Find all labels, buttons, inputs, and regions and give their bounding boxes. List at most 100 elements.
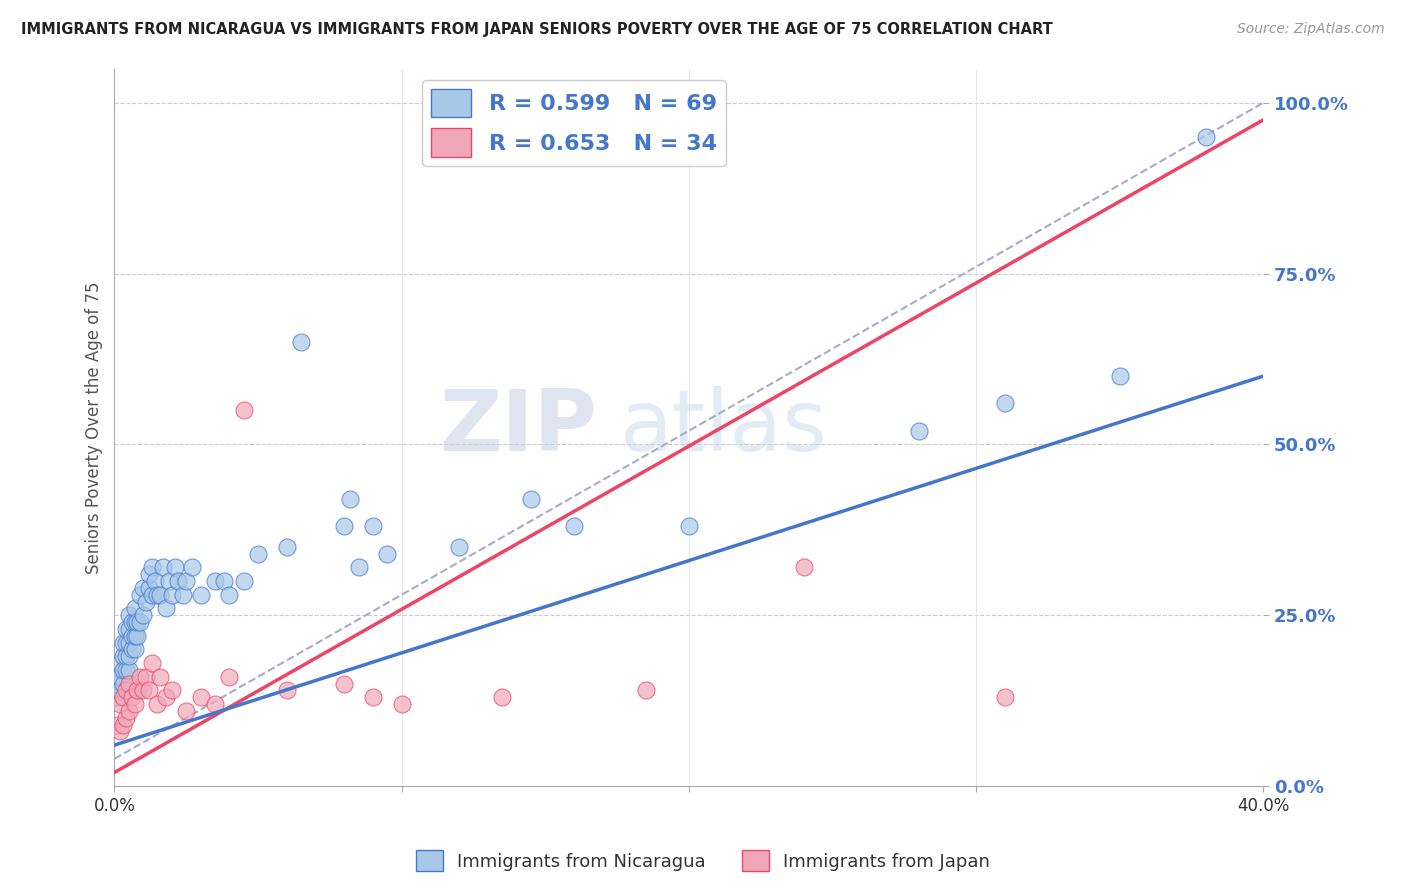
Point [112, 649, 135, 664]
Point [115, 635, 138, 649]
Text: ZIP: ZIP [439, 386, 598, 469]
Point [678, 519, 700, 533]
Point [105, 717, 128, 731]
Point [994, 690, 1017, 705]
Point [121, 629, 143, 643]
Point [491, 690, 513, 705]
Point [135, 594, 157, 608]
Point [115, 711, 138, 725]
Point [141, 588, 163, 602]
Point [108, 656, 131, 670]
Point [634, 683, 657, 698]
Point [333, 676, 356, 690]
Point [276, 683, 298, 698]
Point [276, 540, 298, 554]
Point [204, 574, 226, 588]
Point [108, 670, 131, 684]
Point [112, 663, 135, 677]
Legend: R = 0.599   N = 69, R = 0.653   N = 34: R = 0.599 N = 69, R = 0.653 N = 34 [422, 79, 725, 166]
Point [105, 676, 128, 690]
Point [118, 649, 141, 664]
Point [1108, 369, 1130, 384]
Point [172, 588, 194, 602]
Point [115, 649, 138, 664]
Point [361, 519, 384, 533]
Point [562, 519, 585, 533]
Point [181, 560, 204, 574]
Point [127, 629, 149, 643]
Point [129, 670, 152, 684]
Point [160, 588, 183, 602]
Point [160, 683, 183, 698]
Point [375, 547, 398, 561]
Point [112, 717, 135, 731]
Point [232, 403, 254, 417]
Point [127, 615, 149, 629]
Point [129, 615, 152, 629]
Point [520, 492, 543, 507]
Point [339, 492, 361, 507]
Point [204, 697, 226, 711]
Point [124, 601, 146, 615]
Point [118, 635, 141, 649]
Point [124, 697, 146, 711]
Text: IMMIGRANTS FROM NICARAGUA VS IMMIGRANTS FROM JAPAN SENIORS POVERTY OVER THE AGE : IMMIGRANTS FROM NICARAGUA VS IMMIGRANTS … [21, 22, 1053, 37]
Point [118, 704, 141, 718]
Point [121, 642, 143, 657]
Point [141, 656, 163, 670]
Point [132, 608, 155, 623]
Point [138, 683, 160, 698]
Text: Source: ZipAtlas.com: Source: ZipAtlas.com [1237, 22, 1385, 37]
Point [212, 574, 235, 588]
Point [132, 683, 155, 698]
Point [1195, 129, 1218, 144]
Point [347, 560, 370, 574]
Point [115, 683, 138, 698]
Point [994, 396, 1017, 410]
Point [232, 574, 254, 588]
Point [118, 622, 141, 636]
Point [333, 519, 356, 533]
Point [105, 690, 128, 705]
Legend: Immigrants from Nicaragua, Immigrants from Japan: Immigrants from Nicaragua, Immigrants fr… [409, 843, 997, 879]
Y-axis label: Seniors Poverty Over the Age of 75: Seniors Poverty Over the Age of 75 [86, 281, 103, 574]
Point [138, 567, 160, 582]
Point [290, 334, 312, 349]
Point [112, 676, 135, 690]
Point [218, 670, 240, 684]
Point [146, 588, 169, 602]
Point [132, 581, 155, 595]
Point [157, 574, 180, 588]
Point [190, 588, 212, 602]
Point [121, 615, 143, 629]
Point [112, 690, 135, 705]
Point [155, 601, 177, 615]
Point [247, 547, 270, 561]
Point [174, 704, 197, 718]
Point [174, 574, 197, 588]
Point [190, 690, 212, 705]
Point [112, 635, 135, 649]
Point [143, 574, 166, 588]
Point [218, 588, 240, 602]
Point [166, 574, 188, 588]
Point [108, 724, 131, 739]
Point [118, 608, 141, 623]
Point [124, 642, 146, 657]
Point [449, 540, 471, 554]
Point [108, 683, 131, 698]
Point [129, 588, 152, 602]
Point [793, 560, 815, 574]
Point [124, 615, 146, 629]
Point [163, 560, 186, 574]
Point [124, 629, 146, 643]
Point [127, 683, 149, 698]
Text: atlas: atlas [620, 386, 828, 469]
Point [121, 690, 143, 705]
Point [118, 676, 141, 690]
Point [135, 670, 157, 684]
Point [149, 670, 172, 684]
Point [391, 697, 413, 711]
Point [138, 581, 160, 595]
Point [146, 697, 169, 711]
